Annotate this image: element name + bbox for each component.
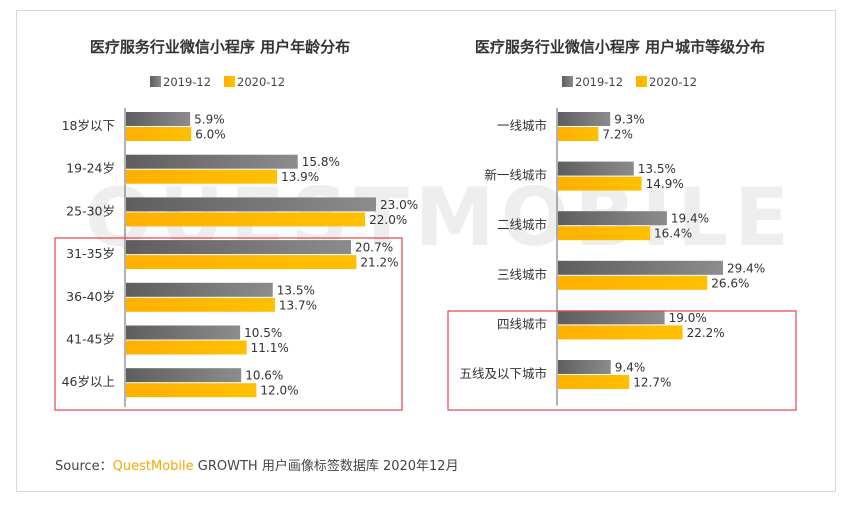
bar-2020-12 [126, 340, 247, 355]
category-row: 四线城市 19.0%22.2% [497, 310, 725, 340]
data-label: 22.0% [369, 213, 407, 227]
bar-2020-12 [126, 127, 192, 141]
category-label: 36-40岁 [66, 289, 115, 304]
bar-2020-12 [126, 297, 275, 312]
data-label: 12.0% [260, 384, 298, 398]
bar-2019-12 [126, 112, 191, 126]
legend-swatch-2019-12 [562, 76, 573, 87]
age-distribution-chart: 医疗服务行业微信小程序 用户年龄分布 2019-12 2020-12 18岁以下 5.9… [54, 38, 418, 411]
bar-2020-12 [126, 169, 278, 184]
bar-2019-12 [126, 368, 242, 383]
category-row: 五线及以下城市 9.4%12.7% [459, 360, 671, 390]
category-label: 18岁以下 [62, 118, 115, 133]
bar-2020-12 [558, 325, 683, 340]
bar-2020-12 [126, 212, 366, 227]
category-label: 31-35岁 [66, 246, 115, 261]
bar-2020-12 [126, 383, 257, 398]
legend: 2019-12 2020-12 [562, 75, 697, 89]
category-row: 新一线城市 13.5%14.9% [484, 161, 684, 191]
source-prefix: Source： [55, 459, 113, 474]
city-tier-distribution-chart: 医疗服务行业微信小程序 用户城市等级分布 2019-12 2020-12 一线城市 9.… [447, 38, 797, 411]
data-label: 16.4% [654, 227, 692, 241]
category-row: 25-30岁 23.0%22.0% [66, 197, 418, 227]
bar-2020-12 [558, 375, 630, 389]
bar-2020-12 [558, 226, 651, 241]
data-label: 15.8% [302, 155, 340, 169]
data-label: 5.9% [194, 113, 225, 127]
category-row: 46岁以上 10.6%12.0% [62, 368, 299, 398]
bar-2020-12 [558, 275, 708, 290]
bar-2019-12 [558, 161, 634, 176]
data-label: 14.9% [646, 177, 684, 191]
category-label: 五线及以下城市 [459, 366, 547, 381]
bar-2020-12 [558, 176, 642, 191]
data-label: 9.3% [614, 113, 645, 127]
data-label: 11.1% [251, 341, 289, 355]
data-label: 10.6% [245, 369, 283, 383]
chart-title: 医疗服务行业微信小程序 用户城市等级分布 [475, 38, 765, 56]
data-label: 20.7% [355, 241, 393, 255]
category-row: 19-24岁 15.8%13.9% [66, 154, 340, 184]
bar-2019-12 [126, 282, 273, 297]
bar-2019-12 [558, 211, 667, 226]
bar-2019-12 [558, 112, 611, 126]
highlight-box [54, 237, 403, 411]
data-label: 13.5% [638, 162, 676, 176]
category-label: 三线城市 [497, 267, 547, 282]
category-label: 46岁以上 [62, 374, 115, 389]
data-label: 19.4% [671, 212, 709, 226]
legend: 2019-12 2020-12 [150, 75, 285, 89]
legend-label: 2020-12 [649, 75, 697, 89]
legend-label: 2020-12 [237, 75, 285, 89]
bar-2019-12 [558, 310, 665, 325]
category-label: 25-30岁 [66, 203, 115, 218]
category-label: 41-45岁 [66, 332, 115, 347]
legend-label: 2019-12 [575, 75, 623, 89]
data-label: 29.4% [727, 261, 765, 275]
data-label: 10.5% [244, 326, 282, 340]
bar-2019-12 [126, 240, 351, 255]
category-row: 二线城市 19.4%16.4% [497, 211, 709, 241]
data-label: 21.2% [360, 256, 398, 270]
bar-2019-12 [126, 154, 298, 169]
data-label: 7.2% [602, 128, 633, 142]
source-description: GROWTH 用户画像标签数据库 2020年12月 [193, 459, 459, 474]
legend-swatch-2020-12 [636, 76, 647, 87]
data-label: 22.2% [687, 326, 725, 340]
data-label: 23.0% [380, 198, 418, 212]
category-row: 31-35岁 20.7%21.2% [66, 240, 399, 270]
category-row: 18岁以下 5.9%6.0% [62, 112, 226, 142]
source-brand: QuestMobile [112, 459, 194, 474]
data-label: 6.0% [195, 128, 226, 142]
legend-label: 2019-12 [163, 75, 211, 89]
legend-swatch-2020-12 [224, 76, 235, 87]
category-label: 新一线城市 [484, 168, 547, 183]
category-row: 一线城市 9.3%7.2% [497, 112, 645, 142]
bar-2019-12 [126, 325, 241, 340]
category-label: 四线城市 [497, 316, 547, 331]
legend-swatch-2019-12 [150, 76, 161, 87]
data-label: 9.4% [615, 361, 646, 375]
category-label: 二线城市 [497, 217, 547, 232]
data-label: 13.7% [279, 298, 317, 312]
category-label: 19-24岁 [66, 161, 115, 176]
bar-2020-12 [126, 255, 357, 270]
data-label: 19.0% [669, 311, 707, 325]
category-label: 一线城市 [497, 118, 547, 133]
category-row: 三线城市 29.4%26.6% [497, 260, 765, 290]
bar-2019-12 [126, 197, 376, 212]
category-row: 36-40岁 13.5%13.7% [66, 282, 317, 312]
bar-2019-12 [558, 260, 723, 275]
highlight-box [447, 310, 797, 411]
bar-2019-12 [558, 360, 611, 374]
bar-2020-12 [558, 127, 599, 141]
data-label: 26.6% [711, 276, 749, 290]
source-footer: Source：QuestMobile GROWTH 用户画像标签数据库 2020… [55, 455, 459, 474]
category-row: 41-45岁 10.5%11.1% [66, 325, 289, 355]
data-label: 13.5% [277, 283, 315, 297]
data-label: 13.9% [281, 170, 319, 184]
data-label: 12.7% [633, 376, 671, 390]
chart-title: 医疗服务行业微信小程序 用户年龄分布 [90, 38, 350, 56]
